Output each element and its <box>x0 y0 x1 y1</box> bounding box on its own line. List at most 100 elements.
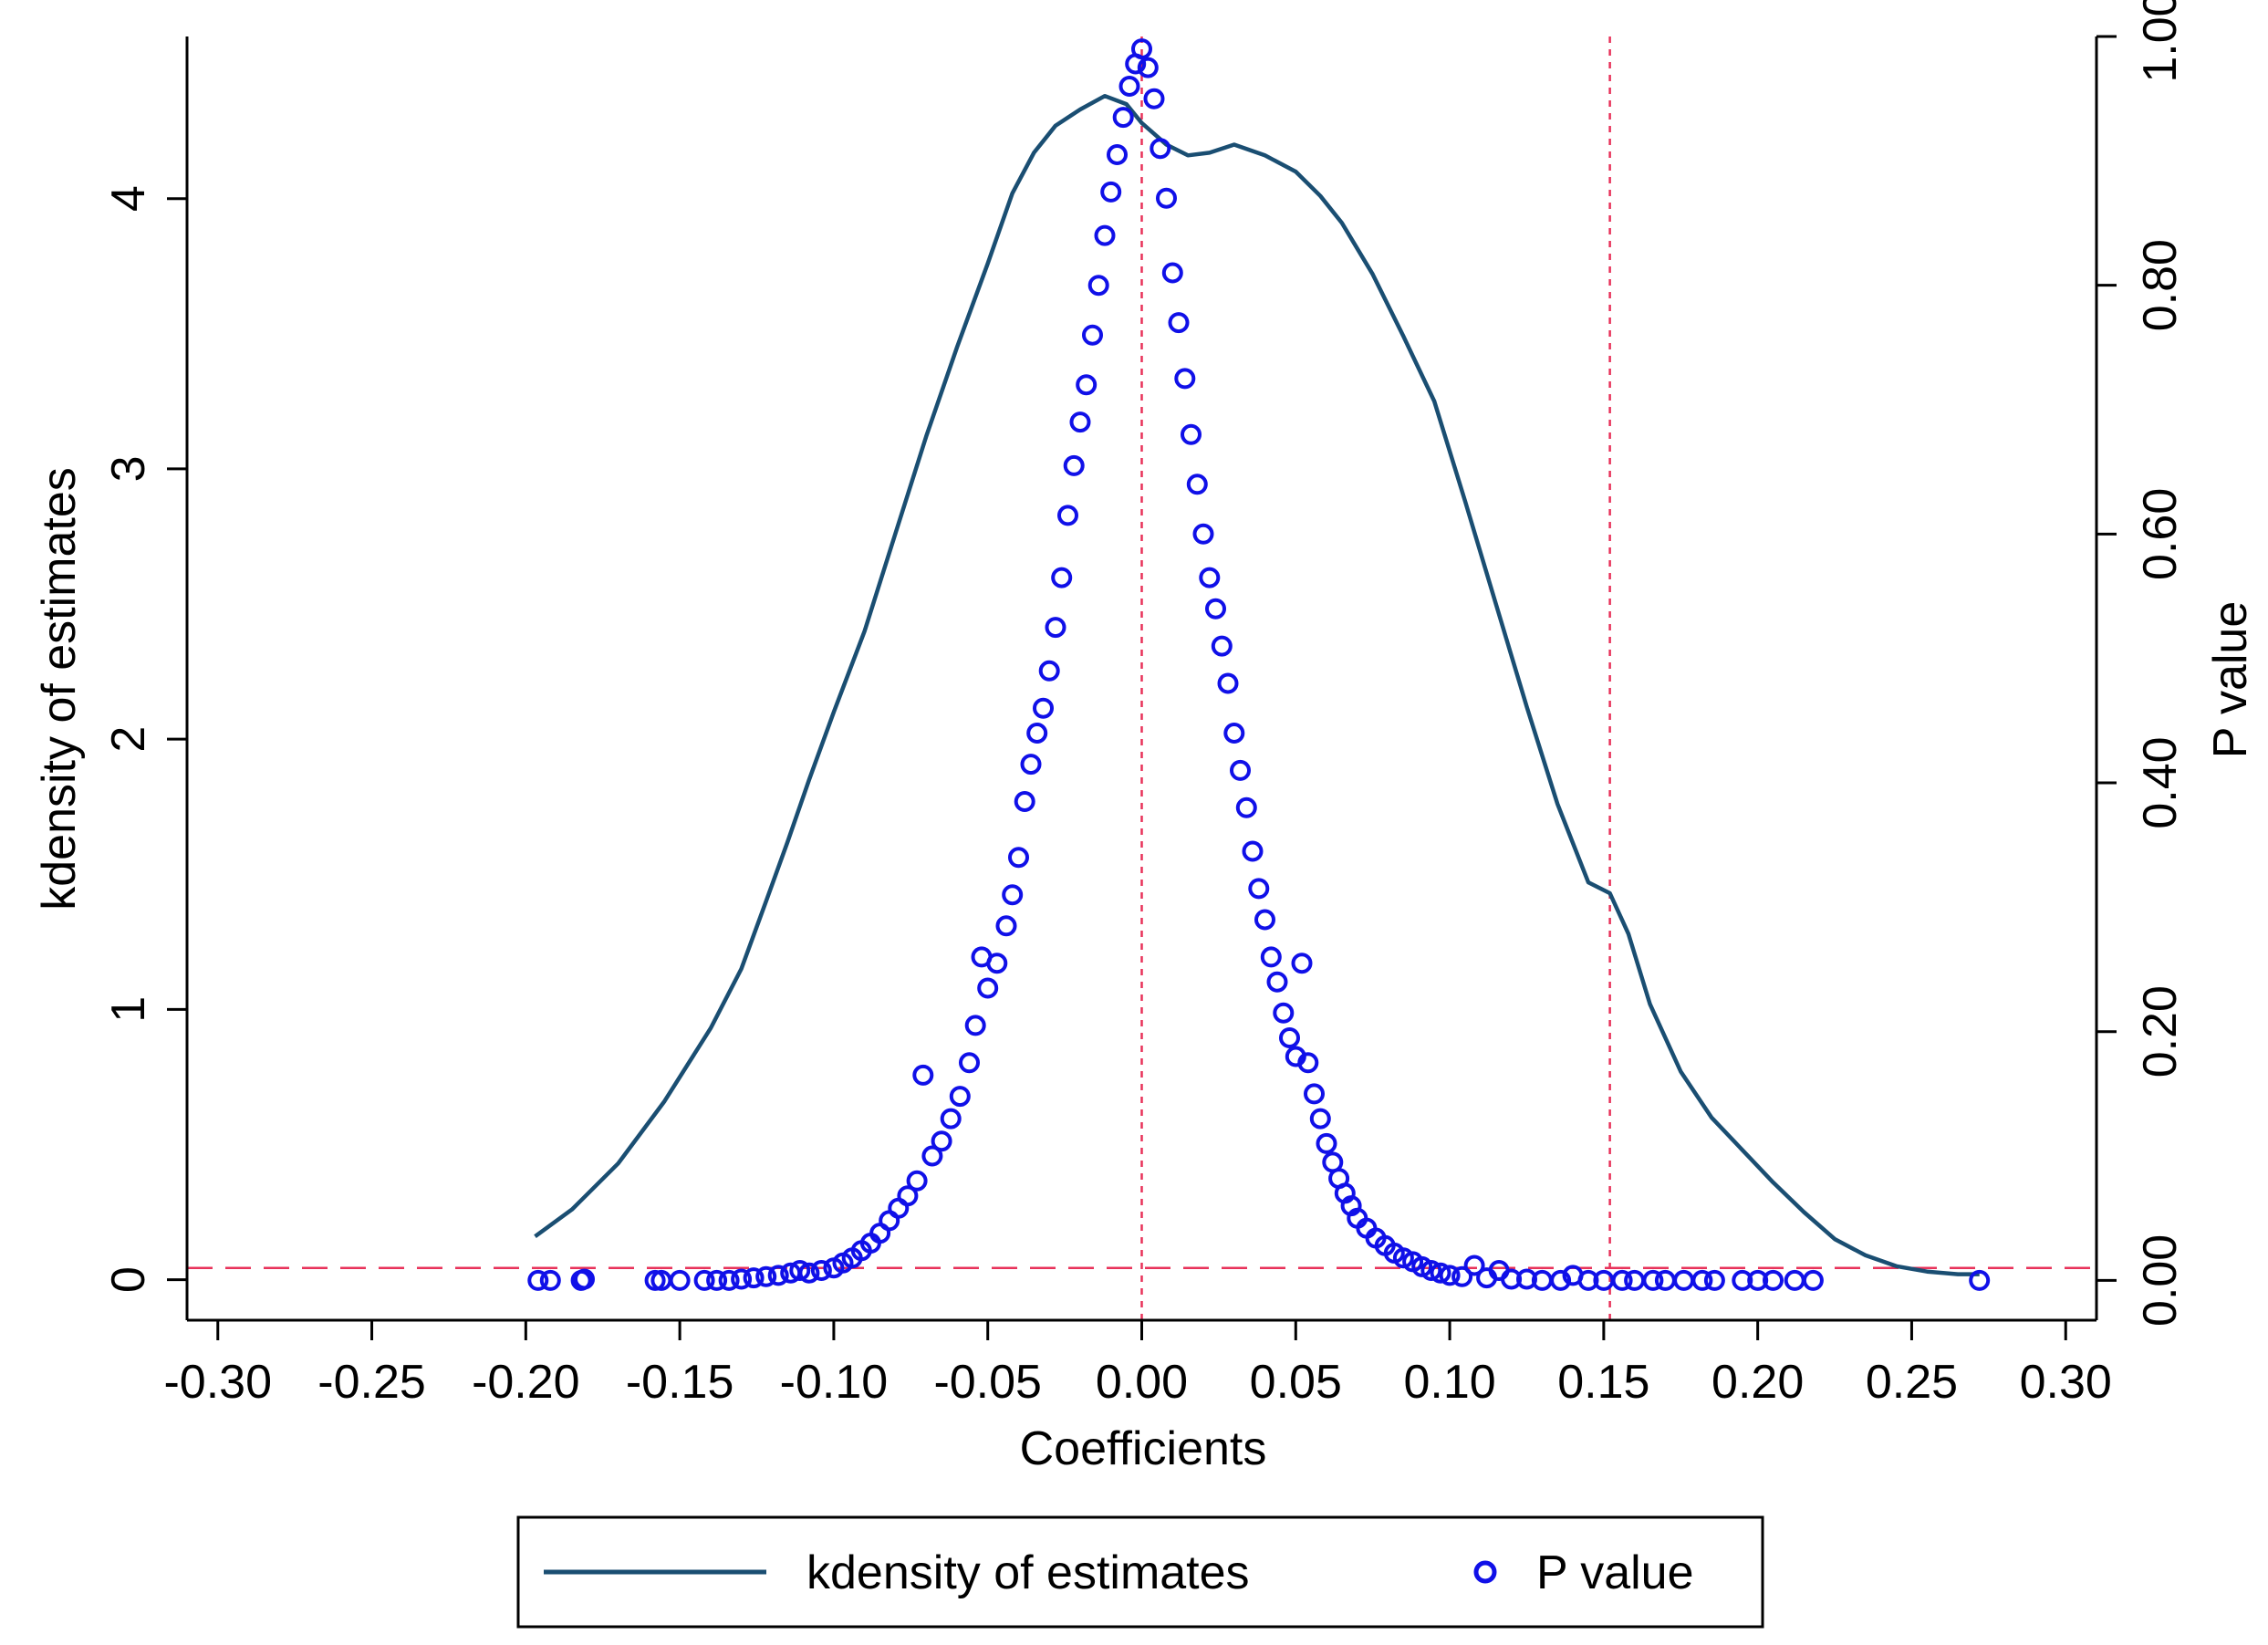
pvalue-point <box>1118 76 1140 97</box>
pvalue-point <box>1266 971 1288 993</box>
x-axis-label: Coefficients <box>1020 1422 1267 1475</box>
pvalue-point <box>921 1145 943 1167</box>
pvalue-point <box>1181 423 1202 445</box>
pvalue-point <box>1057 505 1078 526</box>
pvalue-point <box>1611 1269 1633 1291</box>
pvalue-point <box>1131 38 1152 60</box>
pvalue-point <box>1026 723 1048 744</box>
x-tick-label: 0.00 <box>1096 1356 1188 1409</box>
pvalue-point <box>1273 1002 1295 1024</box>
pvalue-point <box>1242 840 1264 862</box>
pvalue-point <box>1248 878 1270 900</box>
pvalue-point <box>1045 617 1066 639</box>
pvalue-point <box>1168 312 1190 334</box>
y2-tick-label: 1.00 <box>2134 0 2187 83</box>
y-tick-label: 4 <box>102 185 155 212</box>
pvalue-point <box>1732 1269 1753 1291</box>
pvalue-point <box>1150 138 1171 160</box>
pvalue-point <box>767 1265 789 1286</box>
pvalue-point <box>1254 909 1275 931</box>
pvalue-point <box>931 1130 952 1152</box>
pvalue-point <box>789 1260 811 1281</box>
pvalue-point <box>718 1269 740 1291</box>
pvalue-point <box>743 1267 765 1289</box>
y-axis-label: kdensity of estimates <box>33 467 86 911</box>
pvalue-point <box>1463 1255 1485 1276</box>
pvalue-point <box>1230 759 1251 781</box>
y2-tick-label: 0.20 <box>2134 985 2187 1078</box>
pvalue-point <box>1439 1265 1461 1286</box>
y2-tick-label: 0.80 <box>2134 239 2187 331</box>
x-tick-label: 0.25 <box>1866 1356 1958 1409</box>
legend-swatch-pvalue <box>1473 1560 1497 1584</box>
pvalue-point <box>731 1268 753 1290</box>
pvalue-point <box>1063 454 1085 476</box>
pvalue-point <box>1094 224 1116 246</box>
y-tick-label: 2 <box>102 726 155 753</box>
pvalue-point <box>706 1269 728 1291</box>
pvalue-point <box>912 1064 934 1086</box>
y2-axis-label: P value <box>2204 601 2257 759</box>
pvalue-point <box>1430 1262 1451 1284</box>
pvalue-point <box>1217 672 1239 694</box>
pvalue-point <box>940 1108 962 1130</box>
pvalue-point <box>977 977 999 999</box>
pvalue-point <box>1802 1269 1824 1291</box>
pvalue-point <box>1112 107 1134 129</box>
pvalue-point <box>1186 474 1208 495</box>
pvalue-point <box>1763 1269 1784 1291</box>
pvalue-point <box>995 915 1017 937</box>
plot-area <box>527 38 1991 1291</box>
legend: kdensity of estimates P value <box>516 1515 1764 1629</box>
x-tick-label: 0.30 <box>2020 1356 2112 1409</box>
pvalue-point <box>1703 1269 1725 1291</box>
y-tick-label: 3 <box>102 455 155 482</box>
pvalue-point <box>798 1262 820 1284</box>
pvalue-point <box>644 1269 666 1291</box>
pvalue-point <box>1260 946 1282 968</box>
pvalue-point <box>1033 697 1054 719</box>
pvalue-point <box>1577 1269 1599 1291</box>
y2-tick-label: 0.60 <box>2134 488 2187 580</box>
pvalue-point <box>669 1269 691 1291</box>
pvalue-point <box>755 1265 777 1287</box>
pvalue-point <box>986 953 1008 974</box>
x-tick-label: -0.20 <box>472 1356 580 1409</box>
x-tick-label: 0.10 <box>1403 1356 1495 1409</box>
pvalue-point <box>1747 1269 1769 1291</box>
x-tick-label: -0.25 <box>317 1356 426 1409</box>
pvalue-point <box>1087 275 1109 297</box>
x-tick-label: -0.15 <box>626 1356 734 1409</box>
pvalue-point <box>1309 1108 1331 1130</box>
pvalue-point <box>1137 57 1159 78</box>
pvalue-point <box>1174 368 1196 390</box>
pvalue-point <box>1192 523 1214 545</box>
pvalue-point <box>1223 723 1245 744</box>
pvalue-point <box>1014 791 1035 812</box>
pvalue-point <box>1205 598 1226 619</box>
pvalue-point <box>1211 635 1233 657</box>
pvalue-point <box>1969 1269 1991 1291</box>
x-tick-label: -0.10 <box>780 1356 889 1409</box>
pvalue-point <box>1069 411 1091 433</box>
pvalue-point <box>1199 567 1221 588</box>
pvalue-point <box>959 1052 980 1074</box>
pvalue-point <box>1161 262 1183 284</box>
pvalue-point <box>1451 1265 1473 1287</box>
pvalue-point <box>1420 1260 1442 1281</box>
pvalue-point <box>906 1170 928 1192</box>
series-line-kdensity <box>534 93 1980 1276</box>
pvalue-point <box>897 1185 919 1207</box>
pvalue-point <box>949 1086 971 1108</box>
pvalue-point <box>1020 754 1042 776</box>
pvalue-point <box>527 1269 549 1291</box>
pvalue-point <box>1038 660 1060 682</box>
pvalue-point <box>1082 324 1103 346</box>
pvalue-point <box>1076 374 1098 396</box>
x-tick-label: -0.30 <box>163 1356 272 1409</box>
pvalue-point <box>1051 567 1073 588</box>
x-tick-label: 0.05 <box>1250 1356 1342 1409</box>
pvalue-point <box>1279 1027 1300 1048</box>
